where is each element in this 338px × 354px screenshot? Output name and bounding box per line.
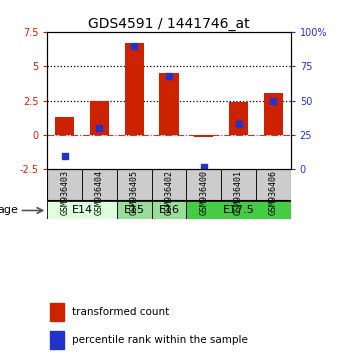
Text: GSM936405: GSM936405: [130, 170, 139, 216]
Text: GSM936402: GSM936402: [165, 170, 173, 216]
Bar: [160, 73, 178, 135]
Point: [201, 164, 207, 170]
Bar: [47, 170, 291, 200]
Point: [62, 153, 67, 159]
Bar: [47, 170, 82, 200]
Point: [166, 73, 172, 79]
Text: GSM936403: GSM936403: [60, 170, 69, 216]
Text: transformed count: transformed count: [72, 307, 169, 317]
Point: [236, 121, 241, 127]
Bar: [256, 170, 291, 200]
Bar: [229, 102, 248, 135]
Bar: [47, 201, 117, 219]
Bar: [50, 331, 64, 349]
Title: GDS4591 / 1441746_at: GDS4591 / 1441746_at: [88, 17, 250, 31]
Bar: [186, 170, 221, 200]
Text: E17.5: E17.5: [223, 205, 255, 216]
Bar: [125, 43, 144, 135]
Bar: [82, 170, 117, 200]
Text: GSM936404: GSM936404: [95, 170, 104, 216]
Text: GSM936406: GSM936406: [269, 170, 278, 216]
Bar: [117, 201, 152, 219]
Point: [271, 98, 276, 103]
Text: age: age: [0, 205, 18, 216]
Bar: [50, 303, 64, 321]
Point: [131, 43, 137, 48]
Text: E15: E15: [124, 205, 145, 216]
Bar: [152, 170, 186, 200]
Bar: [152, 201, 186, 219]
Point: [97, 125, 102, 131]
Bar: [221, 170, 256, 200]
Text: percentile rank within the sample: percentile rank within the sample: [72, 335, 247, 345]
Text: GSM936400: GSM936400: [199, 170, 208, 216]
Bar: [186, 201, 291, 219]
Bar: [90, 101, 109, 135]
Text: E14: E14: [72, 205, 93, 216]
Text: GSM936401: GSM936401: [234, 170, 243, 216]
Bar: [194, 135, 213, 137]
Bar: [264, 93, 283, 135]
Bar: [117, 170, 152, 200]
Bar: [55, 117, 74, 135]
Text: E16: E16: [159, 205, 179, 216]
